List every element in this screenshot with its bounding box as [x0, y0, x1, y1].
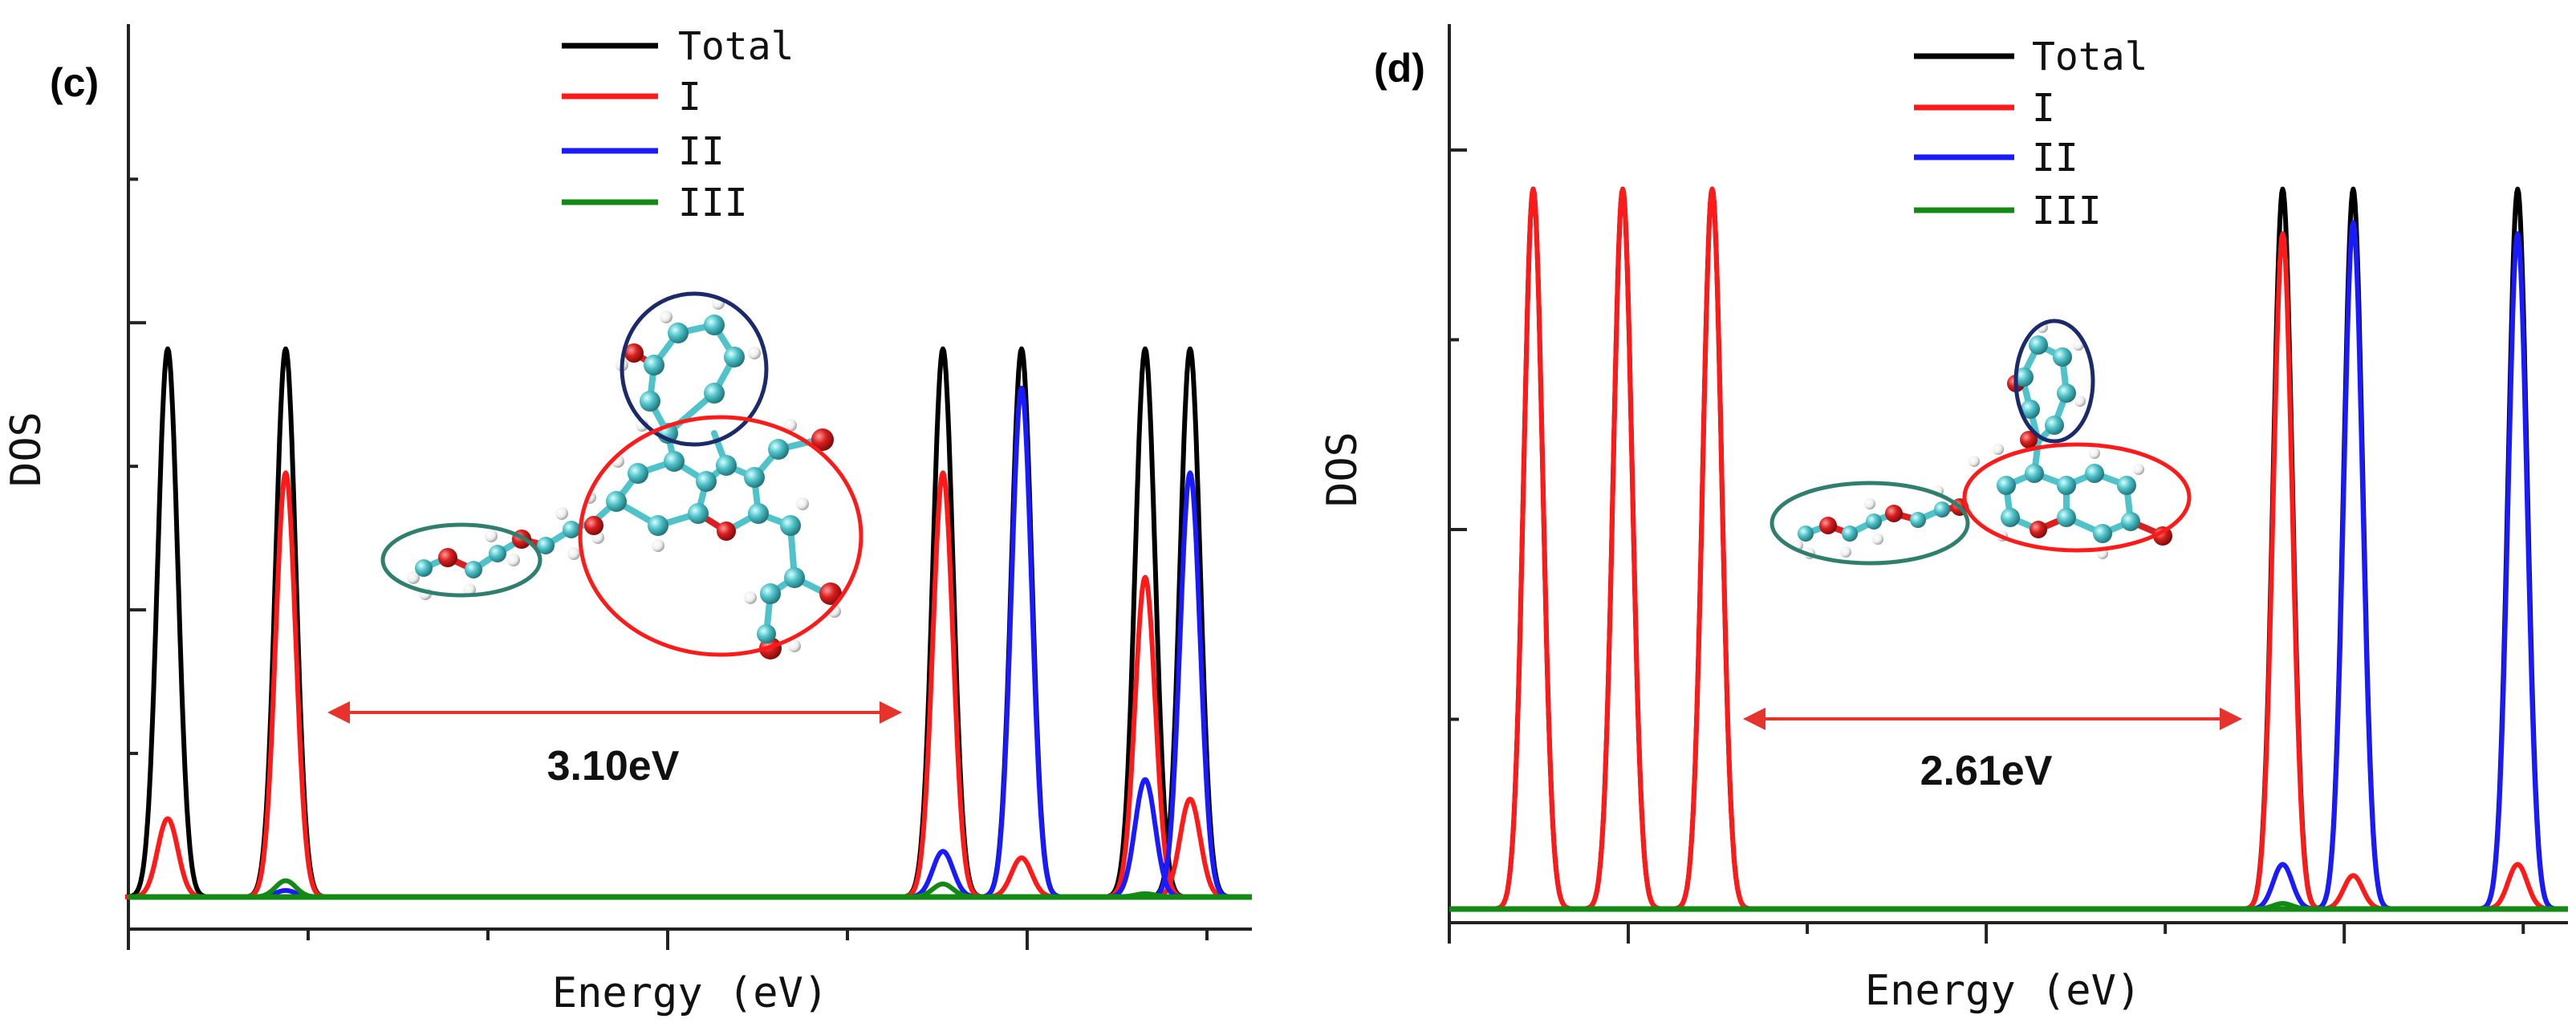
peak-total-1: [1492, 186, 1575, 911]
peak-i-2: [242, 470, 330, 899]
legend-d-III: III: [2032, 189, 2102, 233]
peak-iii-2: [242, 878, 330, 899]
panel-d-gap-arrowhead-right: [2220, 708, 2242, 730]
series-iii: [1449, 901, 2568, 912]
panel-d-label: (d): [1374, 46, 1425, 91]
peak-i-3: [899, 470, 987, 899]
panel-c-gap-label: 3.10eV: [547, 743, 680, 789]
peak-ii-6: [2476, 231, 2559, 911]
panel-c-band-gap: 3.10eV: [327, 701, 902, 789]
series-iii: [128, 878, 1252, 900]
panel-c-region-III-ellipse: [380, 522, 542, 598]
peak-total-2: [242, 346, 330, 899]
series-ii: [242, 385, 1234, 899]
peak-iii-4: [2241, 901, 2325, 911]
peak-i-1: [1492, 186, 1575, 911]
panel-d-y-label: DOS: [1318, 432, 1367, 507]
panel-c-series: [124, 346, 1252, 900]
panel-d-legend: Total I II III: [1914, 34, 2148, 233]
peak-total-1: [124, 346, 212, 899]
panel-d-series: [1449, 186, 2568, 912]
panel-c-gap-arrowhead-left: [327, 701, 350, 724]
panel-d-region-I-ellipse: [1962, 442, 2192, 553]
panel-c: (c) DOS Energy (eV) Total I II III 3.10e…: [2, 24, 1252, 1017]
series-total: [124, 346, 1234, 899]
panel-c-gap-arrowhead-right: [880, 701, 902, 724]
peak-total-3: [1671, 186, 1754, 911]
legend-d-II: II: [2032, 136, 2078, 181]
legend-c-III: III: [678, 181, 748, 225]
legend-c-total: Total: [678, 24, 794, 69]
panel-c-y-label: DOS: [2, 412, 51, 487]
panel-d-axes: [1448, 24, 2568, 944]
legend-d-total: Total: [2032, 34, 2148, 79]
peak-total-6: [2476, 186, 2559, 911]
peak-total-3: [899, 346, 987, 899]
panel-d-x-label: Energy (eV): [1865, 967, 2141, 1015]
peak-iii-3: [899, 881, 987, 899]
peak-i-3: [1671, 186, 1754, 911]
peak-i-4: [2241, 231, 2325, 911]
peak-total-4: [977, 346, 1066, 899]
peak-total-2: [1581, 186, 1664, 911]
series-i: [124, 470, 1234, 899]
panel-c-molecule-inset: [380, 291, 863, 660]
panel-d-molecule-inset: [1769, 319, 2192, 566]
panel-c-legend: Total I II III: [562, 24, 794, 225]
panel-c-label: (c): [50, 60, 99, 105]
peak-ii-4: [977, 385, 1066, 899]
panel-d-band-gap: 2.61eV: [1743, 708, 2242, 794]
panel-c-region-II-ellipse: [620, 291, 769, 447]
panel-d-ticks: [1448, 148, 2525, 944]
panel-d-region-II-ellipse: [2013, 319, 2095, 444]
peak-i-5: [1101, 574, 1189, 899]
panel-d-gap-arrowhead-left: [1743, 708, 1765, 730]
panel-c-x-label: Energy (eV): [552, 969, 828, 1017]
peak-i-2: [1581, 186, 1664, 911]
panel-d: (d) DOS Energy (eV) Total I II III 2.61e…: [1318, 24, 2568, 1015]
legend-d-I: I: [2032, 86, 2055, 131]
peak-total-4: [2241, 186, 2325, 911]
panel-c-region-I-ellipse: [578, 415, 863, 657]
series-i: [1492, 186, 2559, 911]
peak-iii-5: [1101, 891, 1189, 899]
panel-c-ticks: [127, 177, 1209, 950]
peak-ii-6: [1146, 470, 1234, 899]
peak-total-5: [1101, 346, 1189, 899]
legend-c-I: I: [678, 75, 701, 120]
panel-d-gap-label: 2.61eV: [1920, 748, 2053, 794]
panel-d-region-III-ellipse: [1769, 481, 1970, 566]
peak-total-5: [2311, 186, 2395, 911]
series-total: [1492, 186, 2559, 911]
panel-c-axes: [127, 24, 1252, 950]
peak-ii-5: [2311, 220, 2395, 911]
legend-c-II: II: [678, 129, 725, 174]
